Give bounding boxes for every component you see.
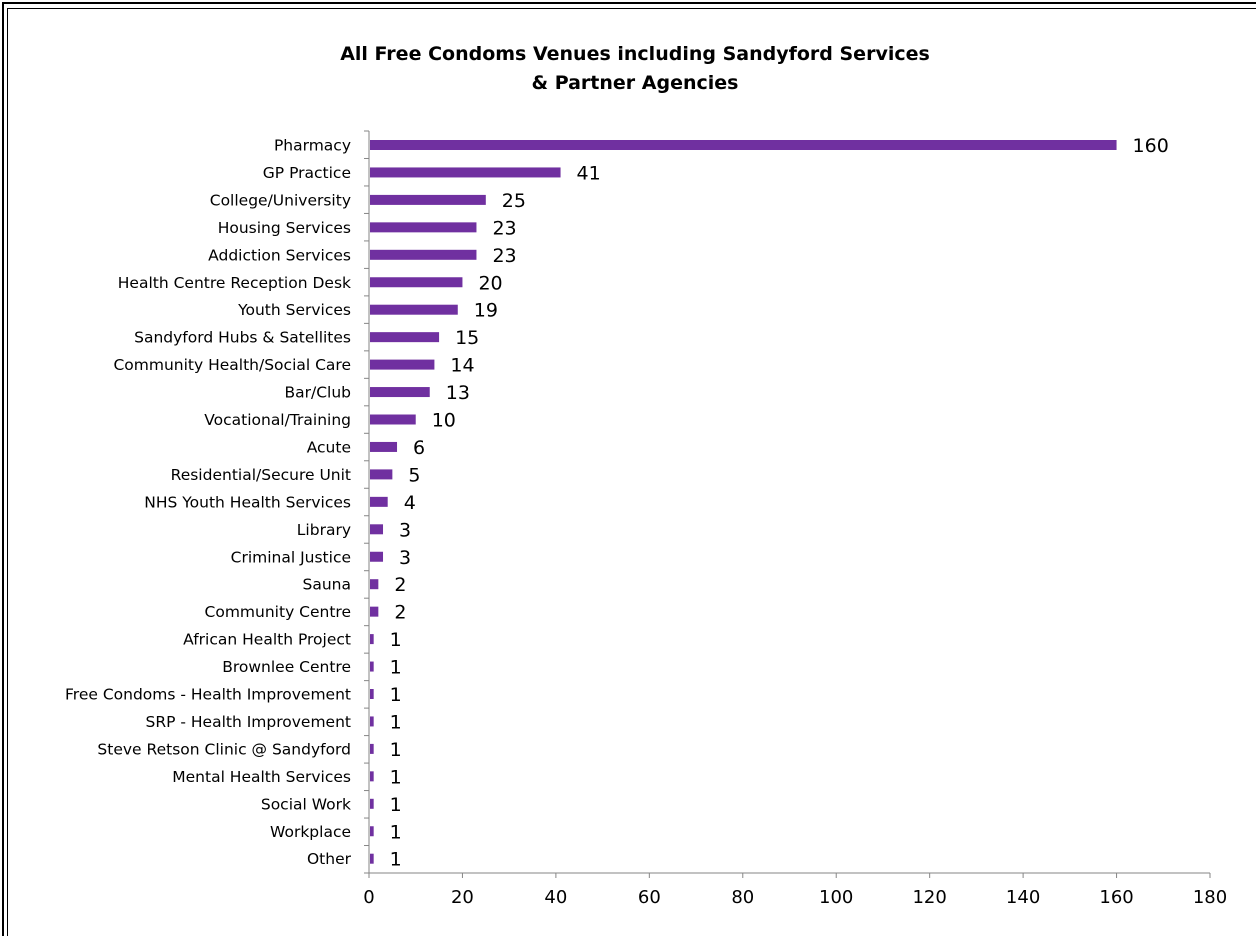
data-label: 10: [432, 410, 456, 432]
category-label: Youth Services: [237, 301, 351, 319]
bar: [370, 414, 416, 425]
data-label: 14: [450, 355, 474, 377]
bar: [370, 359, 435, 370]
category-label: Workplace: [270, 823, 351, 841]
category-label: SRP - Health Improvement: [146, 713, 352, 731]
bar: [370, 661, 374, 672]
bar: [370, 304, 458, 315]
x-tick-label: 60: [638, 887, 661, 908]
category-label: Library: [297, 521, 351, 539]
data-label: 19: [474, 300, 498, 322]
x-tick-label: 160: [1099, 887, 1133, 908]
bar: [370, 826, 374, 837]
bar: [370, 853, 374, 864]
bar: [370, 496, 388, 507]
data-label: 25: [502, 190, 526, 212]
data-label: 3: [399, 547, 411, 569]
data-label: 1: [390, 657, 402, 679]
category-label: Acute: [307, 438, 351, 456]
data-label: 4: [404, 492, 416, 514]
x-tick-label: 40: [544, 887, 567, 908]
x-tick-label: 80: [731, 887, 754, 908]
data-label: 20: [478, 272, 502, 294]
data-label: 1: [390, 766, 402, 788]
bar: [370, 469, 393, 480]
data-label: 6: [413, 437, 425, 459]
category-label: Mental Health Services: [172, 768, 351, 786]
category-label: GP Practice: [263, 164, 351, 182]
bar: [370, 194, 486, 205]
bar: [370, 277, 463, 288]
bar: [370, 551, 384, 562]
bar: [370, 249, 477, 260]
data-label: 41: [577, 162, 601, 184]
category-label: Criminal Justice: [231, 548, 351, 566]
category-label: African Health Project: [183, 631, 351, 649]
bar: [370, 167, 561, 178]
bar: [370, 140, 1117, 150]
bar: [370, 798, 374, 809]
category-label: Vocational/Training: [204, 411, 351, 429]
bar: [370, 716, 374, 727]
category-label: Community Health/Social Care: [113, 356, 351, 374]
data-label: 1: [390, 794, 402, 816]
category-label: Other: [307, 850, 352, 868]
data-label: 13: [446, 382, 470, 404]
bar: [370, 387, 430, 398]
bar: [370, 441, 398, 452]
bar: [370, 743, 374, 754]
x-tick-label: 0: [363, 887, 374, 908]
category-label: Free Condoms - Health Improvement: [65, 686, 351, 704]
data-label: 3: [399, 519, 411, 541]
category-label: Community Centre: [205, 603, 351, 621]
category-label: Sandyford Hubs & Satellites: [134, 329, 351, 347]
chart-title: All Free Condoms Venues including Sandyf…: [0, 40, 1256, 98]
category-label: Brownlee Centre: [222, 658, 351, 676]
data-label: 2: [394, 574, 406, 596]
data-label: 15: [455, 327, 479, 349]
data-label: 1: [390, 684, 402, 706]
x-tick-label: 120: [912, 887, 946, 908]
category-label: Addiction Services: [208, 246, 351, 264]
category-label: Housing Services: [218, 219, 351, 237]
data-label: 5: [408, 464, 420, 486]
x-tick-label: 180: [1193, 887, 1227, 908]
data-label: 1: [390, 629, 402, 651]
category-label: College/University: [210, 191, 351, 209]
bar: [370, 634, 374, 645]
bar: [370, 771, 374, 782]
data-label: 1: [390, 711, 402, 733]
category-label: Pharmacy: [274, 137, 351, 155]
data-label: 1: [390, 739, 402, 761]
x-tick-label: 140: [1006, 887, 1040, 908]
bar: [370, 606, 379, 617]
data-label: 2: [394, 602, 406, 624]
category-label: Bar/Club: [284, 384, 351, 402]
bar: [370, 222, 477, 233]
data-label: 1: [390, 849, 402, 871]
data-label: 1: [390, 821, 402, 843]
bar: [370, 524, 384, 535]
category-label: Sauna: [303, 576, 351, 594]
x-tick-label: 100: [819, 887, 853, 908]
data-label: 23: [492, 217, 516, 239]
category-label: Steve Retson Clinic @ Sandyford: [97, 740, 351, 758]
bar: [370, 689, 374, 699]
category-label: NHS Youth Health Services: [144, 493, 351, 511]
category-label: Health Centre Reception Desk: [118, 274, 351, 292]
x-tick-label: 20: [451, 887, 474, 908]
frame-border-inner: [7, 8, 1256, 936]
category-label: Residential/Secure Unit: [171, 466, 351, 484]
chart-title-line-1: All Free Condoms Venues including Sandyf…: [340, 43, 930, 65]
bar: [370, 579, 379, 590]
data-label: 160: [1133, 135, 1169, 157]
chart-title-line-2: & Partner Agencies: [531, 72, 739, 94]
category-label: Social Work: [261, 795, 351, 813]
bar: [370, 332, 440, 343]
data-label: 23: [492, 245, 516, 267]
